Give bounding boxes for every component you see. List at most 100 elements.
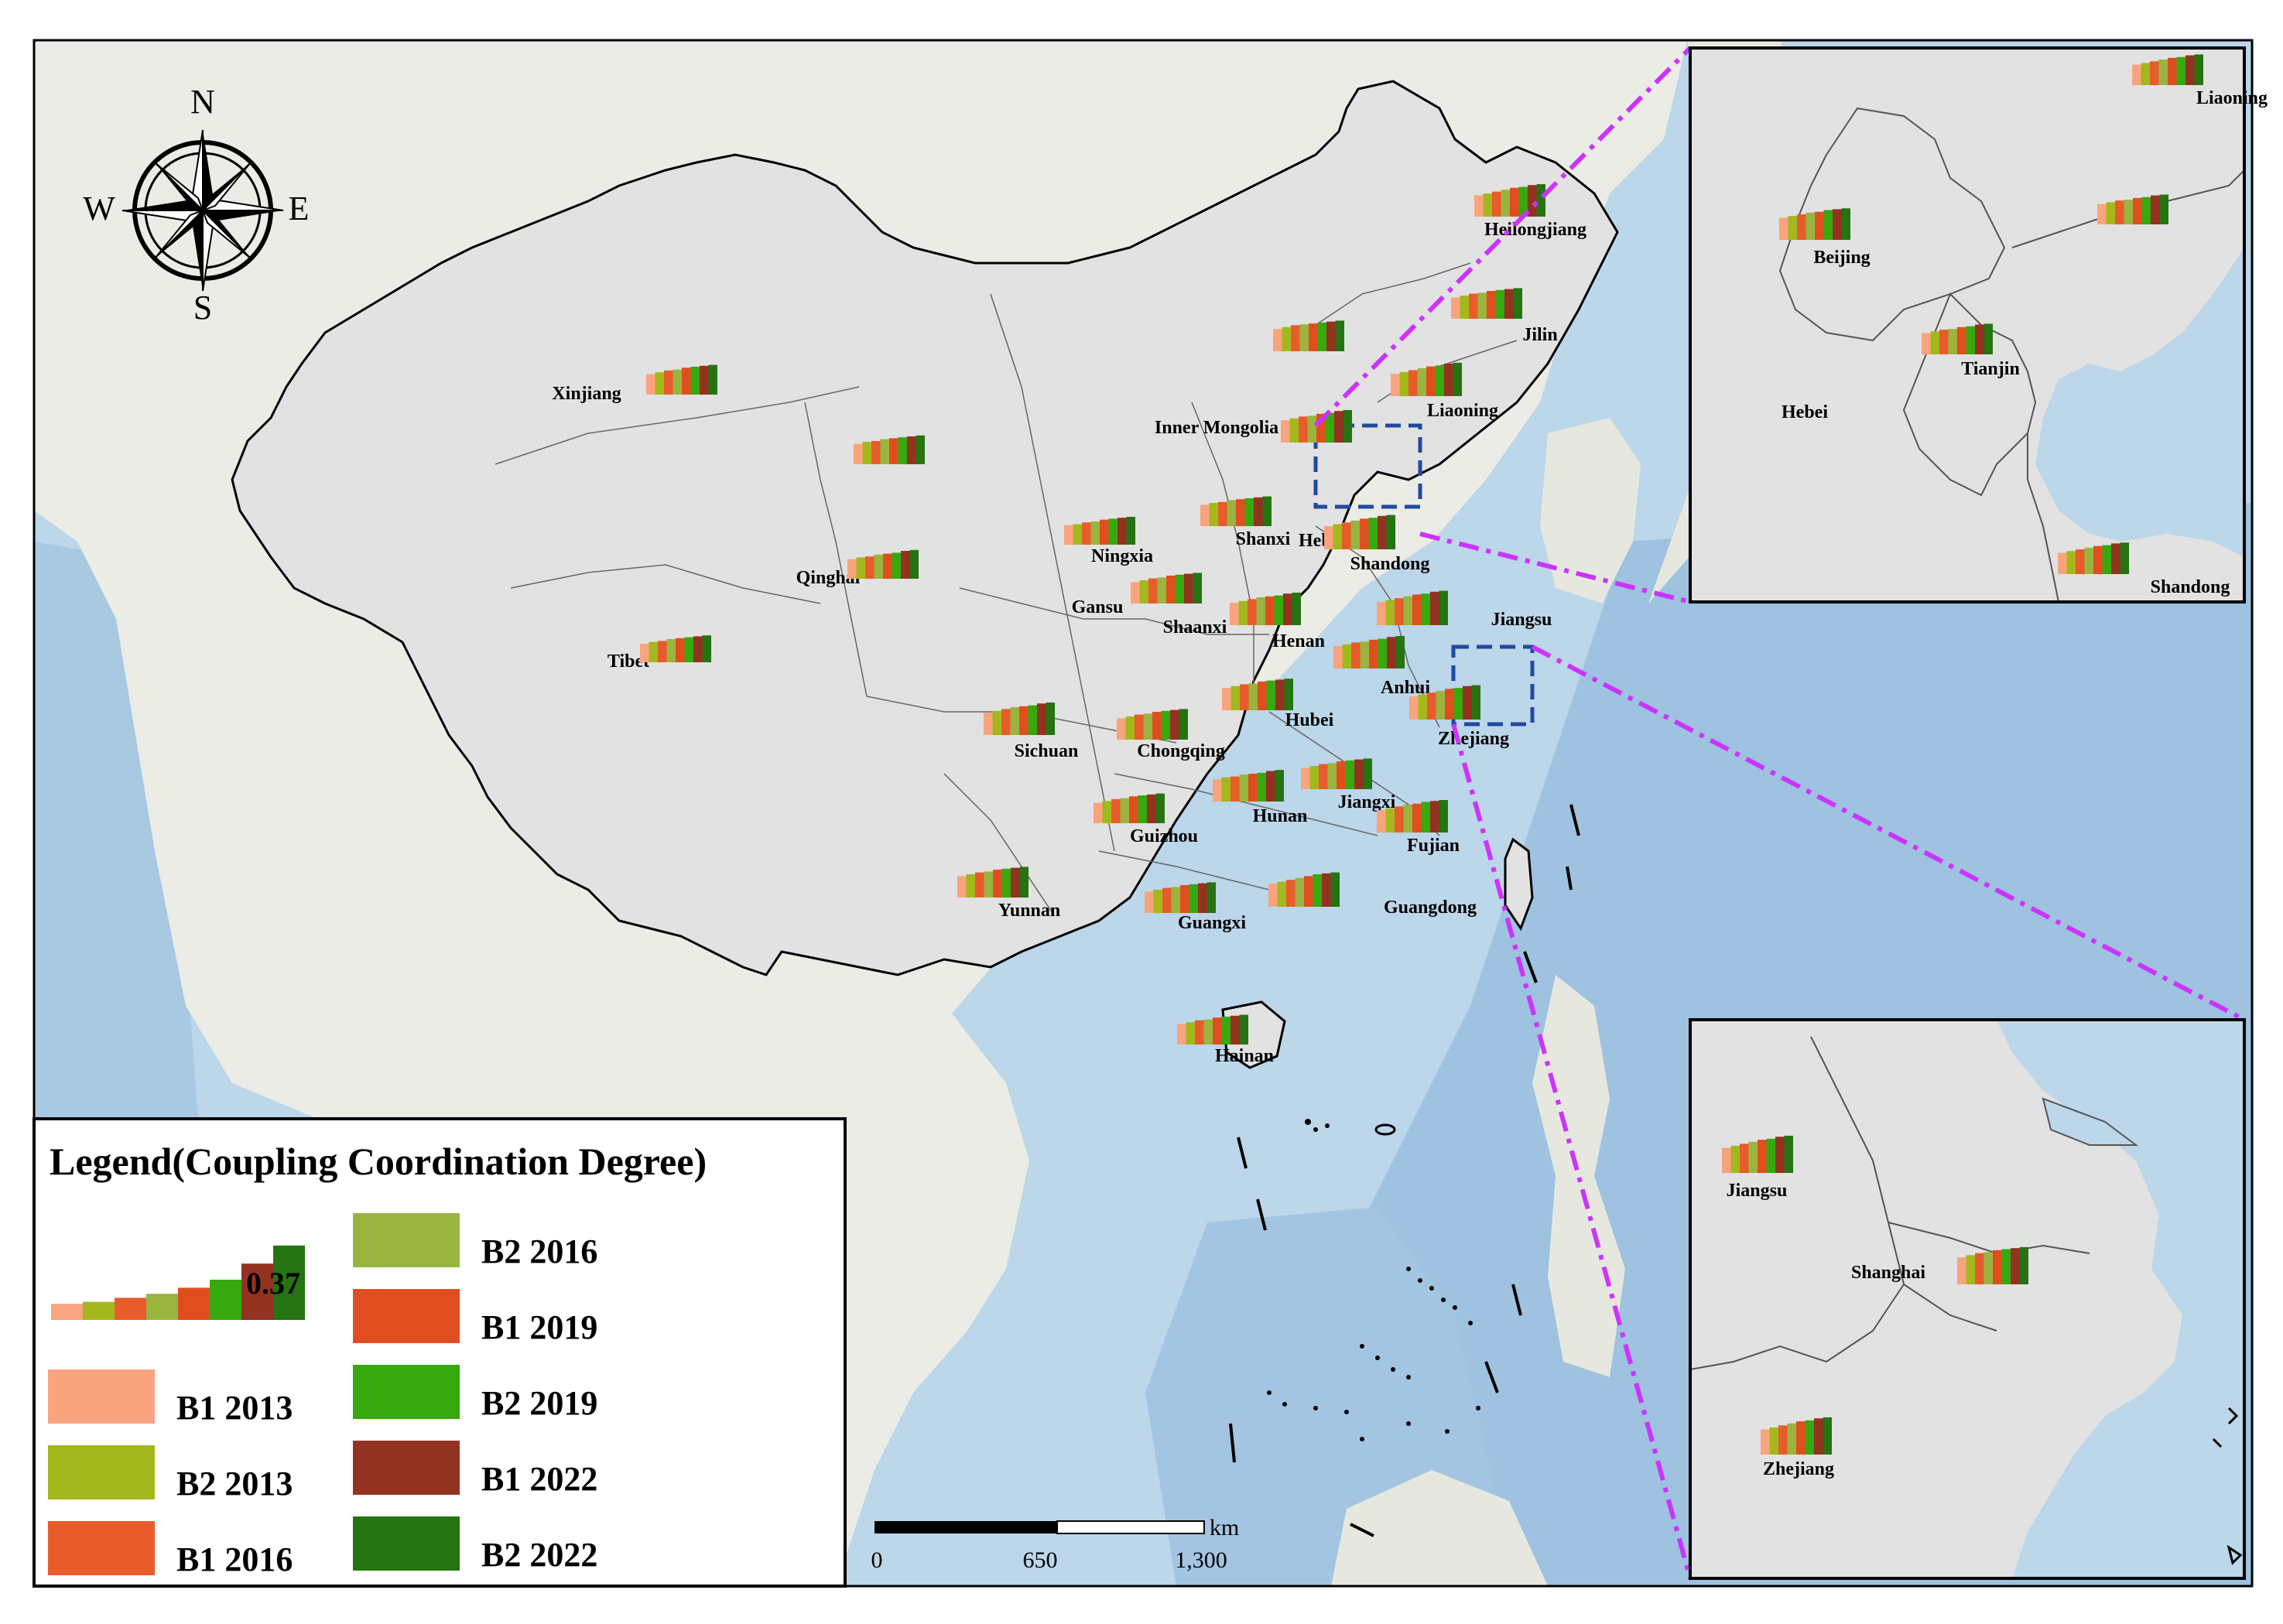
label-liaoning: Liaoning bbox=[2196, 88, 2268, 108]
bar-guangdong-6 bbox=[1313, 874, 1322, 907]
legend-sample-bar-5 bbox=[178, 1287, 210, 1320]
bar-tianjin-inset-6 bbox=[1966, 326, 1975, 354]
bar-hainan-5 bbox=[1213, 1017, 1222, 1044]
bar-hunan-1 bbox=[1213, 779, 1222, 802]
bar-shandong-1 bbox=[1324, 526, 1333, 549]
bar-ningxia-7 bbox=[1118, 518, 1127, 545]
bar-zhejiang-inset-1 bbox=[1761, 1429, 1770, 1455]
mini-chart-tibet bbox=[640, 635, 711, 662]
bar-sichuan-3 bbox=[1001, 709, 1011, 735]
bar-inner-mongolia-7 bbox=[1326, 321, 1336, 351]
bar-yunnan-7 bbox=[1011, 867, 1020, 897]
bar-guangxi-6 bbox=[1189, 884, 1198, 913]
bar-beijing-inset-7 bbox=[1833, 209, 1842, 240]
bar-jilin-1 bbox=[1451, 297, 1460, 319]
bar-zhejiang-inset-7 bbox=[1814, 1418, 1823, 1455]
bar-hubei-5 bbox=[1258, 681, 1267, 710]
province-charts bbox=[640, 184, 1545, 1044]
bar-guangdong-3 bbox=[1286, 880, 1296, 907]
bar-jilin-6 bbox=[1495, 289, 1504, 319]
bar-qinghai-8 bbox=[909, 549, 919, 579]
bar-guizhou-8 bbox=[1155, 793, 1165, 823]
bar-jiangxi-8 bbox=[1363, 758, 1372, 789]
bar-jiangxi-4 bbox=[1327, 763, 1337, 789]
bar-tianjin-inset-5 bbox=[1957, 327, 1966, 354]
compass-rose bbox=[122, 129, 284, 292]
bar-guangdong-2 bbox=[1277, 881, 1286, 907]
bar-tianjin-inset-7 bbox=[1975, 324, 1984, 354]
mini-chart-hunan bbox=[1213, 770, 1284, 802]
bar-shandong-6 bbox=[1368, 518, 1378, 549]
bar-fujian-4 bbox=[1403, 805, 1412, 833]
inset-north bbox=[1690, 48, 2244, 602]
bar-henan-3 bbox=[1248, 599, 1257, 625]
inset-north-frame bbox=[1689, 46, 2246, 603]
bar-chongqing-4 bbox=[1143, 713, 1152, 740]
bar-shaanxi-3 bbox=[1148, 578, 1158, 603]
bar-hainan-3 bbox=[1195, 1020, 1204, 1044]
bar-chongqing-3 bbox=[1135, 714, 1144, 740]
mini-chart-shandong-inset bbox=[2058, 542, 2129, 574]
legend-swatch-b1-2013 bbox=[48, 1369, 155, 1424]
scale-bar bbox=[875, 1520, 1205, 1534]
bar-henan-1 bbox=[1230, 603, 1239, 625]
bar-yunnan-2 bbox=[966, 874, 975, 897]
bar-jiangsu-1 bbox=[1377, 602, 1386, 625]
bar-ningxia-8 bbox=[1126, 517, 1135, 545]
inset-indicator-north bbox=[1313, 423, 1422, 509]
bar-shandong-5 bbox=[1360, 518, 1369, 549]
bar-tibet-1 bbox=[640, 644, 649, 662]
mini-chart-fujian bbox=[1377, 800, 1448, 833]
bar-guangxi-7 bbox=[1198, 883, 1207, 913]
bar-jiangsu-2 bbox=[1385, 600, 1395, 625]
bar-ningxia-1 bbox=[1064, 525, 1073, 545]
bar-shandong-inset-7 bbox=[2111, 543, 2120, 574]
compass-n: N bbox=[190, 83, 215, 121]
bar-jiangxi-2 bbox=[1309, 766, 1319, 789]
bar-qinghai-3 bbox=[865, 556, 875, 579]
label-shandong: Shandong bbox=[2151, 577, 2230, 597]
bar-jiangsu-inset-1 bbox=[1722, 1147, 1731, 1173]
bar-liaoning-7 bbox=[1444, 364, 1453, 396]
bar-shanghai-inset-5 bbox=[1993, 1250, 2002, 1284]
bar-zhejiang-8 bbox=[1471, 685, 1480, 720]
bar-sichuan-7 bbox=[1037, 703, 1046, 735]
bar-shandong-inset-6 bbox=[2102, 545, 2111, 574]
bar-hebei-inset-1 bbox=[2097, 203, 2107, 224]
bar-yunnan-5 bbox=[993, 870, 1002, 897]
bar-beijing-inset-5 bbox=[1815, 211, 1824, 240]
bar-yunnan-4 bbox=[984, 871, 993, 897]
inset-east bbox=[1690, 1020, 2244, 1578]
bar-tibet-6 bbox=[684, 637, 693, 662]
inset-east-labels: Jiangsu Shanghai Zhejiang bbox=[1727, 1181, 1926, 1479]
bar-shanghai-inset-6 bbox=[2001, 1249, 2011, 1284]
bar-fujian-1 bbox=[1377, 810, 1386, 833]
legend-label-b1-2019: B1 2019 bbox=[481, 1308, 597, 1346]
bar-guangdong-4 bbox=[1295, 877, 1304, 907]
bar-qinghai-5 bbox=[883, 553, 892, 579]
mini-chart-heilongjiang bbox=[1474, 184, 1545, 217]
bar-xinjiang-3 bbox=[664, 370, 673, 395]
bar-ningxia-5 bbox=[1100, 519, 1109, 545]
borneo-land bbox=[1331, 1470, 1548, 1586]
label-hebei: Hebei bbox=[1782, 402, 1828, 422]
bar-xinjiang-6 bbox=[690, 367, 700, 395]
mini-chart-ningxia bbox=[1064, 517, 1135, 545]
mini-chart-shanxi bbox=[1200, 496, 1272, 526]
legend-label-b2-2016: B2 2016 bbox=[481, 1233, 597, 1270]
label-inner-mongolia: Inner Mongolia bbox=[1155, 418, 1278, 438]
bar-hebei-1 bbox=[1281, 420, 1290, 443]
bar-yunnan-3 bbox=[975, 872, 984, 897]
bar-shandong-inset-3 bbox=[2076, 549, 2085, 574]
philippines-land bbox=[1532, 975, 1625, 1377]
bar-jiangsu-7 bbox=[1430, 591, 1439, 625]
bar-beijing-inset-3 bbox=[1797, 214, 1806, 240]
bar-zhejiang-inset-2 bbox=[1769, 1427, 1778, 1455]
label-heilongjiang: Heilongjiang bbox=[1484, 220, 1586, 240]
bar-hubei-6 bbox=[1266, 680, 1275, 710]
bar-shaanxi-1 bbox=[1131, 582, 1140, 603]
bar-jiangsu-inset-6 bbox=[1766, 1138, 1775, 1173]
bar-hunan-6 bbox=[1257, 772, 1266, 802]
label-jiangsu: Jiangsu bbox=[1491, 610, 1552, 630]
